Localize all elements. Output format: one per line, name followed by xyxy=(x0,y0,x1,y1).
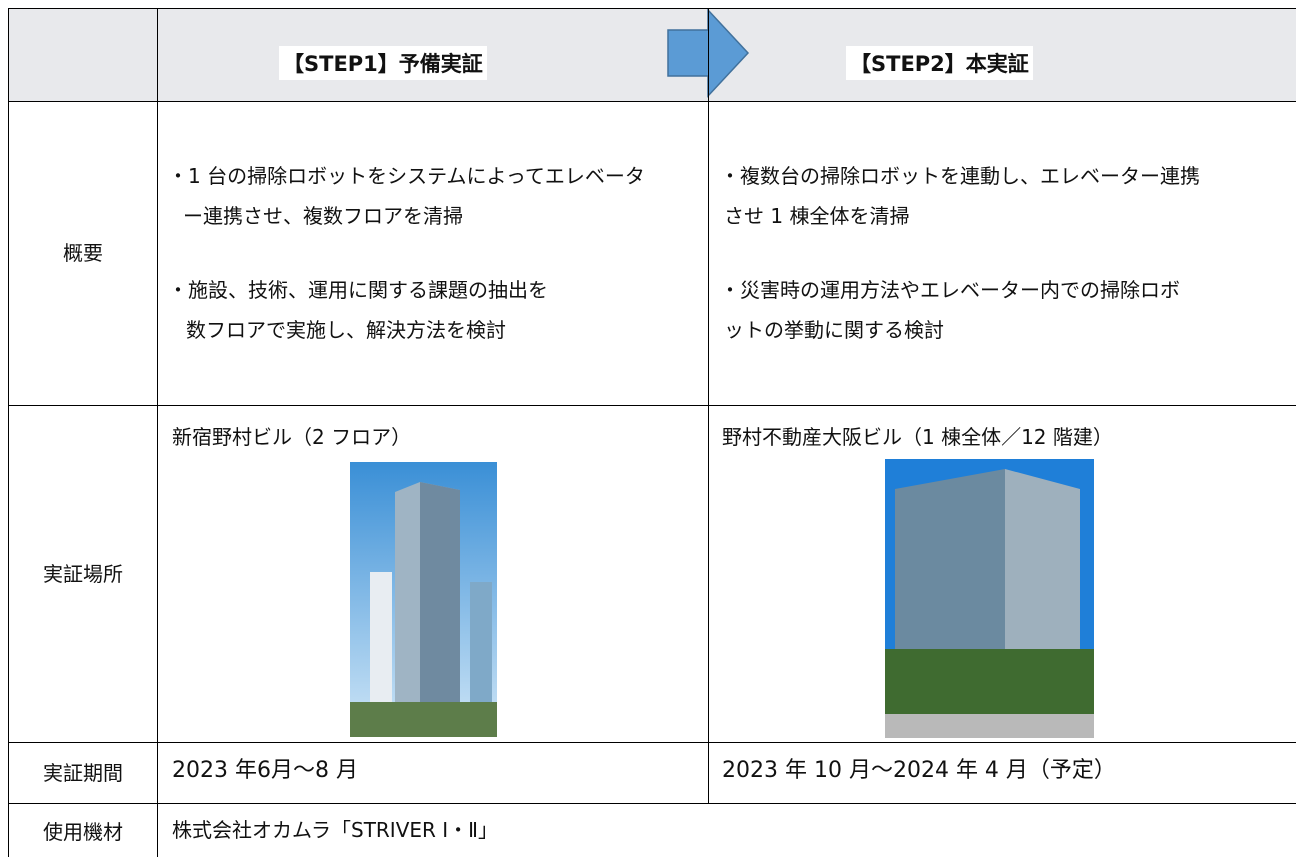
row-label: 使用機材 xyxy=(43,820,123,844)
row-label: 概要 xyxy=(63,241,103,265)
border xyxy=(8,405,1296,406)
text-line: ー連携させ、複数フロアを清掃 xyxy=(183,204,463,228)
row-label: 実証期間 xyxy=(43,761,123,785)
building-photo xyxy=(350,462,497,737)
border xyxy=(8,101,1296,102)
border xyxy=(8,742,1296,743)
text-line: 数フロアで実施し、解決方法を検討 xyxy=(186,318,506,342)
header-step2: 【STEP2】本実証 xyxy=(846,46,1033,80)
arrow xyxy=(667,8,750,98)
border xyxy=(8,8,1296,9)
border xyxy=(157,8,158,857)
border xyxy=(8,803,1296,804)
text-line: ・災害時の運用方法やエレベーター内での掃除ロボ xyxy=(720,278,1180,302)
text-line: ットの挙動に関する検討 xyxy=(724,318,944,342)
text: 2023 年6月～8 月 xyxy=(172,758,358,783)
text-line: ・複数台の掃除ロボットを連動し、エレベーター連携 xyxy=(720,164,1200,188)
text-line: させ 1 棟全体を清掃 xyxy=(724,204,910,228)
row-label: 実証場所 xyxy=(43,562,123,586)
building-photo xyxy=(885,459,1094,738)
text-line: ・施設、技術、運用に関する課題の抽出を xyxy=(168,278,548,302)
header-step1: 【STEP1】予備実証 xyxy=(279,46,487,80)
text: 2023 年 10 月～2024 年 4 月（予定） xyxy=(722,758,1116,783)
header-row xyxy=(8,8,1296,101)
border xyxy=(8,8,9,857)
border xyxy=(708,8,709,803)
text: 野村不動産大阪ビル（1 棟全体／12 階建） xyxy=(722,425,1113,449)
text: 新宿野村ビル（2 フロア） xyxy=(172,425,412,449)
text: 株式会社オカムラ「STRIVER Ⅰ・Ⅱ」 xyxy=(172,818,499,842)
text-line: ・1 台の掃除ロボットをシステムによってエレベータ xyxy=(168,164,645,188)
